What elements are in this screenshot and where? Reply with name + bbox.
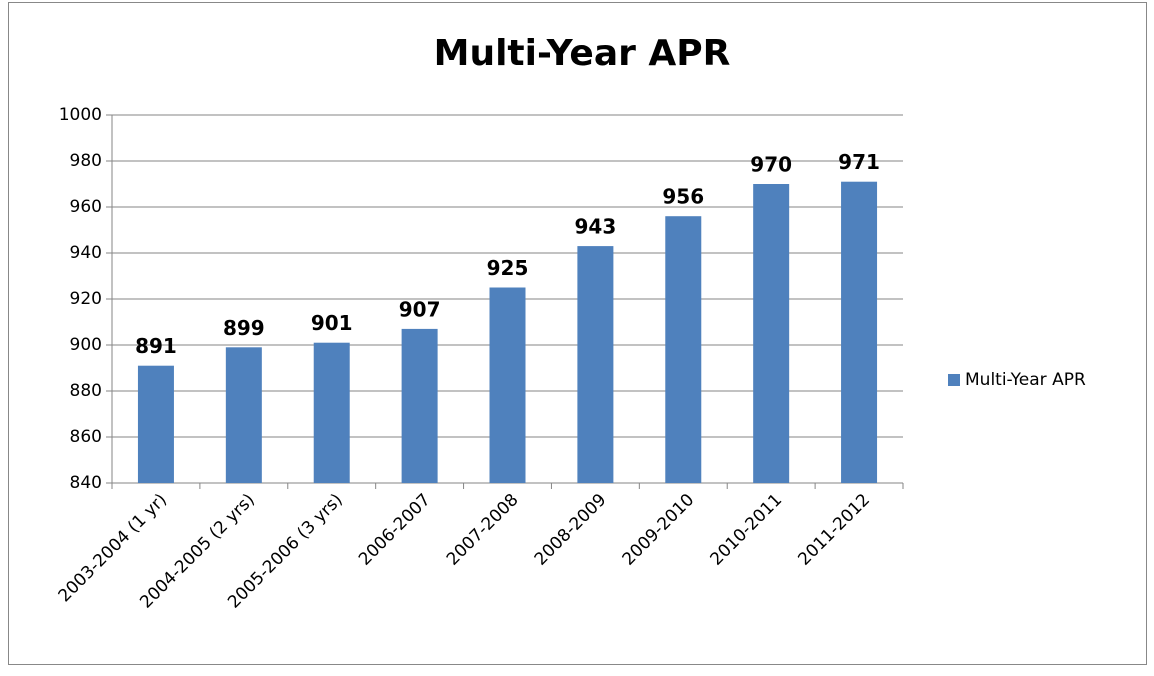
bar: [225, 347, 262, 483]
data-label: 891: [135, 334, 177, 358]
data-label: 956: [662, 185, 704, 209]
bar: [137, 365, 174, 483]
bar: [313, 342, 350, 483]
bar: [841, 181, 878, 483]
data-label: 970: [750, 153, 792, 177]
y-tick-label: 960: [70, 197, 102, 217]
chart-title: Multi-Year APR: [434, 33, 731, 74]
bar: [753, 184, 790, 483]
y-tick-label: 900: [70, 335, 102, 355]
legend-label: Multi-Year APR: [965, 370, 1086, 390]
bar: [665, 216, 702, 483]
y-tick-label: 940: [70, 243, 102, 263]
data-label: 907: [399, 297, 441, 321]
y-tick-label: 860: [70, 427, 102, 447]
data-label: 925: [487, 256, 529, 280]
y-tick-label: 840: [70, 473, 102, 493]
bar: [577, 246, 614, 483]
data-label: 901: [311, 311, 353, 335]
y-tick-label: 1000: [59, 105, 102, 125]
y-tick-label: 880: [70, 381, 102, 401]
data-label: 971: [838, 150, 880, 174]
data-label: 899: [223, 316, 265, 340]
y-tick-label: 980: [70, 151, 102, 171]
y-tick-label: 920: [70, 289, 102, 309]
bar: [401, 328, 438, 483]
data-label: 943: [575, 215, 617, 239]
bar: [489, 287, 526, 483]
legend-swatch: [948, 374, 960, 386]
